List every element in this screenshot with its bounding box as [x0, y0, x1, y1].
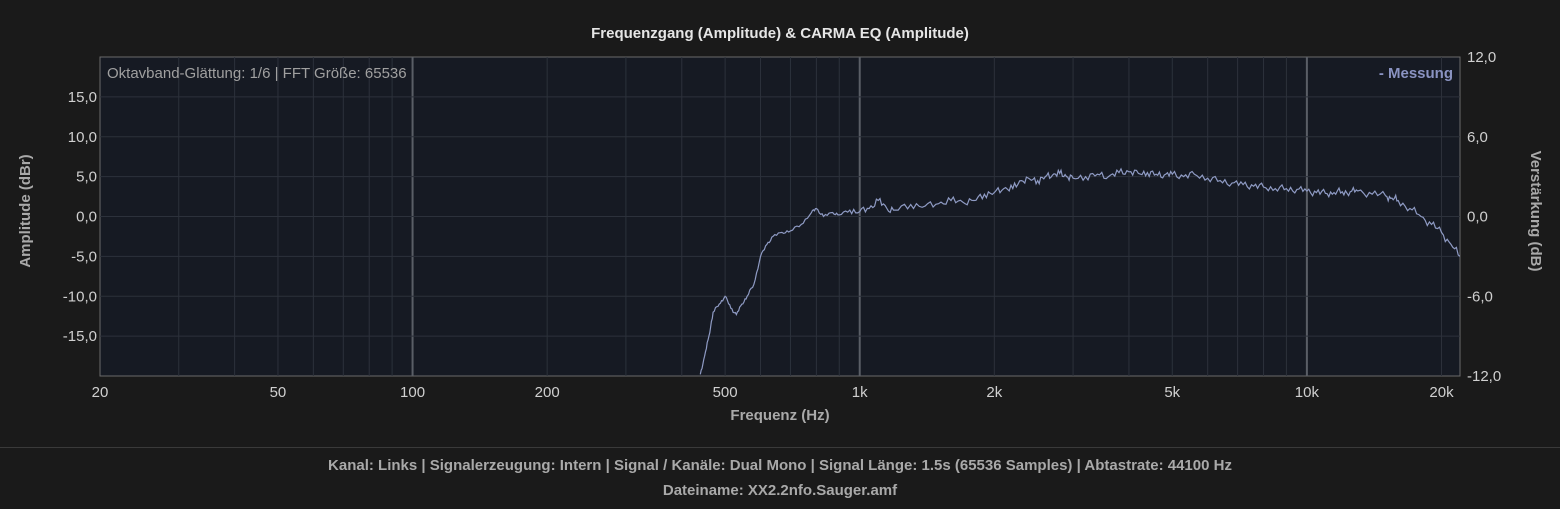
footer-filename: Dateiname: XX2.2nfo.Sauger.amf: [662, 482, 898, 499]
x-tick-label: 500: [713, 384, 738, 401]
y2-tick-label: -12,0: [1467, 368, 1501, 385]
y2-axis-label: Verstärkung (dB): [1527, 151, 1544, 272]
x-tick-label: 20k: [1429, 384, 1454, 401]
x-tick-label: 100: [400, 384, 425, 401]
x-tick-label: 20: [92, 384, 109, 401]
y-axis-label: Amplitude (dBr): [17, 154, 34, 267]
footer-divider: [0, 447, 1560, 448]
series-line-messung: [699, 167, 1460, 375]
y2-tick-label: 6,0: [1467, 129, 1488, 146]
y-tick-labels: 15,0 10,0 5,0 0,0 -5,0 -10,0 -15,0: [63, 89, 97, 345]
y-tick-label: -15,0: [63, 328, 97, 345]
x-tick-label: 200: [535, 384, 560, 401]
y-tick-label: 5,0: [76, 169, 97, 186]
x-tick-label: 1k: [852, 384, 868, 401]
frequency-response-chart: 20 50 100 200 500 1k 2k 5k 10k 20k 15,0 10,0 5,0 0,0…: [17, 25, 1544, 424]
x-tick-labels: 20 50 100 200 500 1k 2k 5k 10k 20k: [92, 384, 1454, 401]
x-axis-label: Frequenz (Hz): [730, 407, 829, 424]
y-tick-label: 15,0: [68, 89, 97, 106]
y-tick-label: -10,0: [63, 288, 97, 305]
legend-entry-messung[interactable]: - Messung: [1379, 65, 1453, 82]
y2-tick-label: 12,0: [1467, 49, 1496, 66]
y-tick-label: 0,0: [76, 209, 97, 226]
x-tick-label: 50: [270, 384, 287, 401]
y-tick-label: 10,0: [68, 129, 97, 146]
chart-title: Frequenzgang (Amplitude) & CARMA EQ (Amp…: [591, 25, 969, 42]
footer-info: Kanal: Links | Signalerzeugung: Intern |…: [328, 457, 1232, 474]
series-layer: [699, 167, 1460, 375]
y2-tick-label: -6,0: [1467, 288, 1493, 305]
y2-tick-labels: 12,0 6,0 0,0 -6,0 -12,0: [1467, 49, 1501, 385]
x-tick-label: 10k: [1295, 384, 1320, 401]
smoothing-annotation: Oktavband-Glättung: 1/6 | FFT Größe: 655…: [107, 65, 407, 82]
y-tick-label: -5,0: [71, 248, 97, 265]
x-tick-label: 5k: [1164, 384, 1180, 401]
x-tick-label: 2k: [986, 384, 1002, 401]
grid: [100, 57, 1460, 376]
y2-tick-label: 0,0: [1467, 209, 1488, 226]
